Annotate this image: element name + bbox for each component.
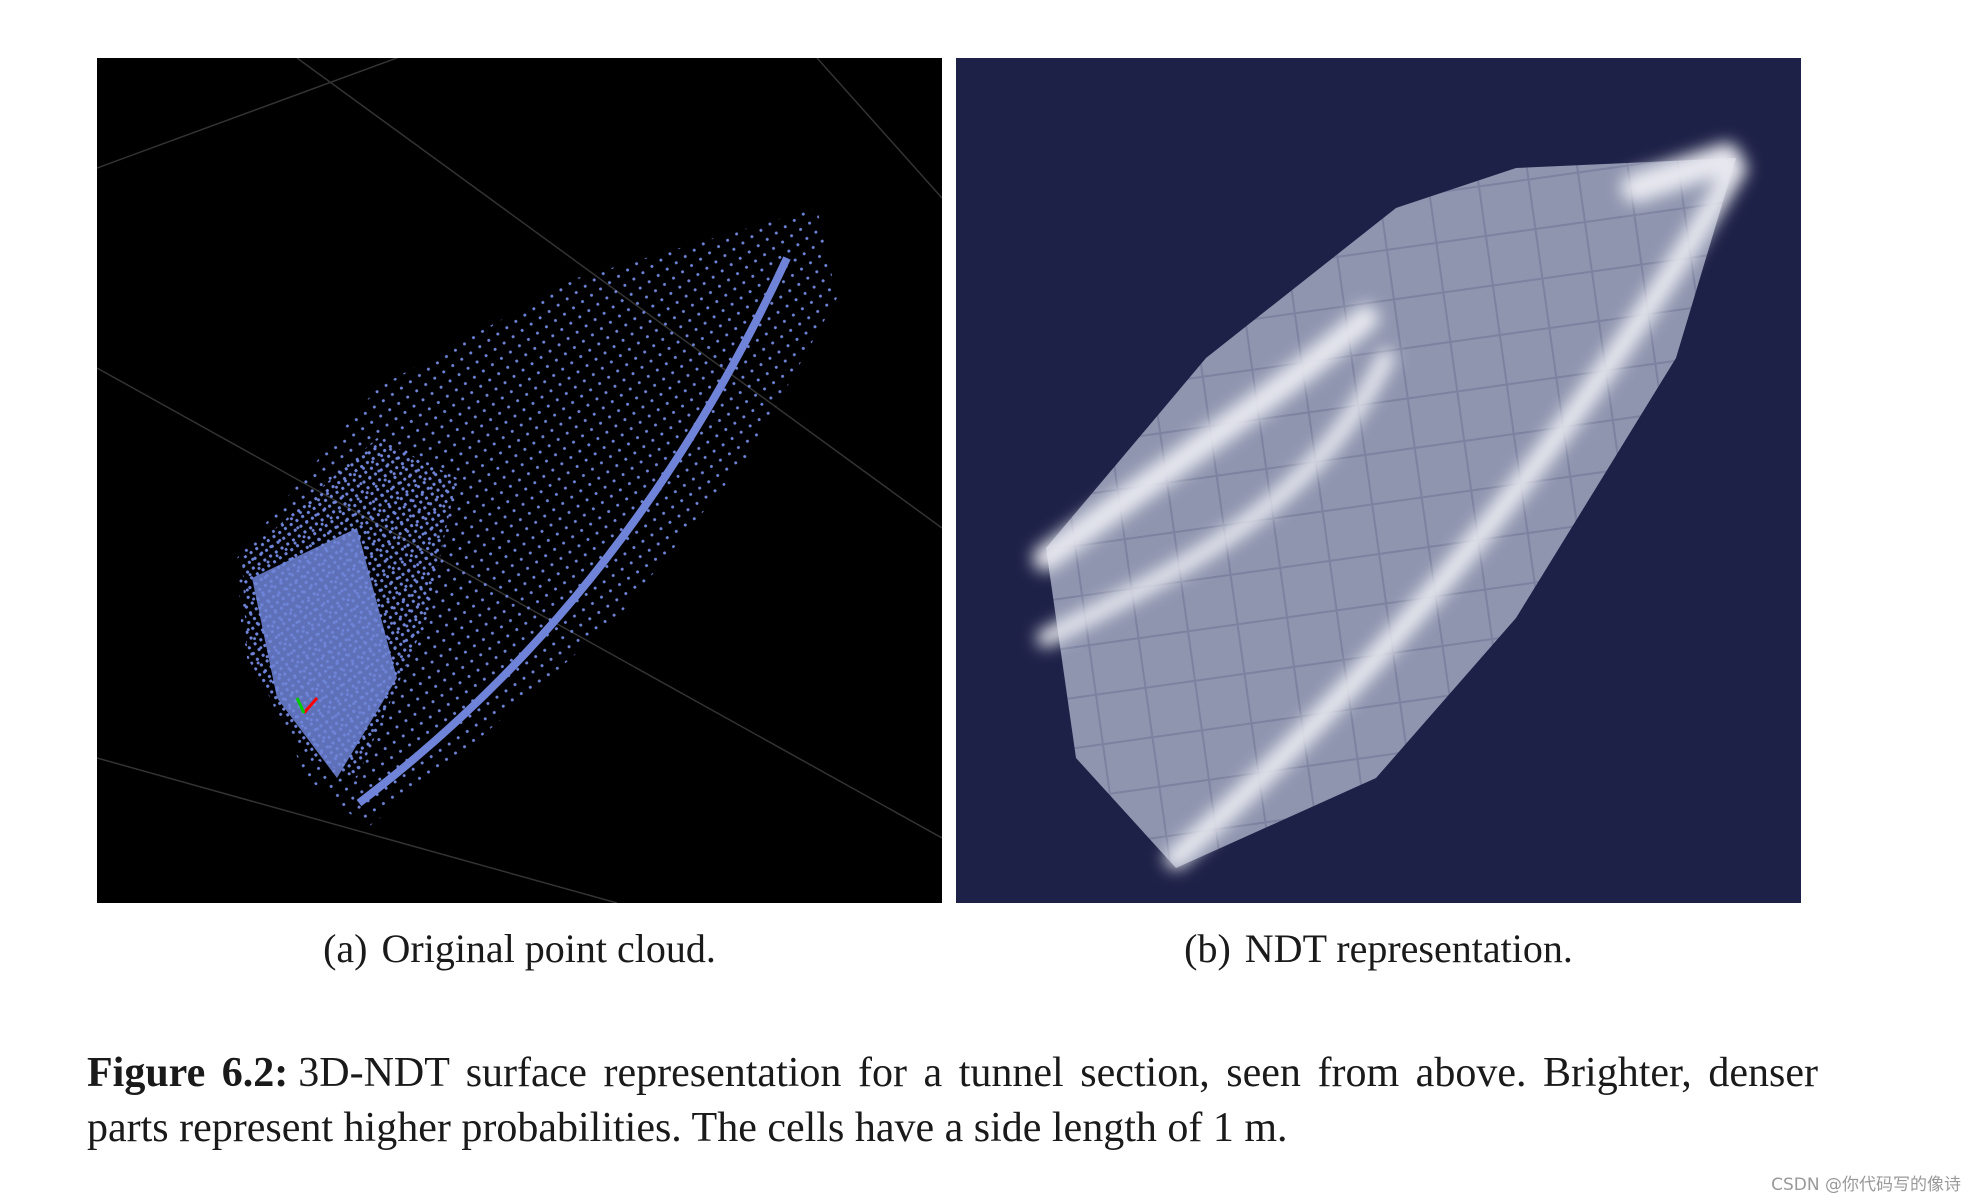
watermark: CSDN @你代码写的像诗 (1771, 1175, 1961, 1195)
subfigure-text: Original point cloud. (381, 926, 716, 971)
subfigure-label: (b) (1184, 926, 1231, 971)
subfigure-label: (a) (323, 926, 368, 971)
ndt-image (956, 58, 1801, 903)
figure-label: Figure 6.2: (87, 1050, 289, 1096)
subfigure-caption: (b) NDT representation. (956, 925, 1801, 972)
point-cloud-image (97, 58, 942, 903)
subfigure-caption: (a) Original point cloud. (97, 925, 942, 972)
figure-caption: Figure 6.2: 3D-NDT surface representation… (87, 1046, 1818, 1156)
caption-text: 3D-NDT surface representation for a tunn… (87, 1050, 1818, 1151)
subfigure-text: NDT representation. (1244, 926, 1573, 971)
